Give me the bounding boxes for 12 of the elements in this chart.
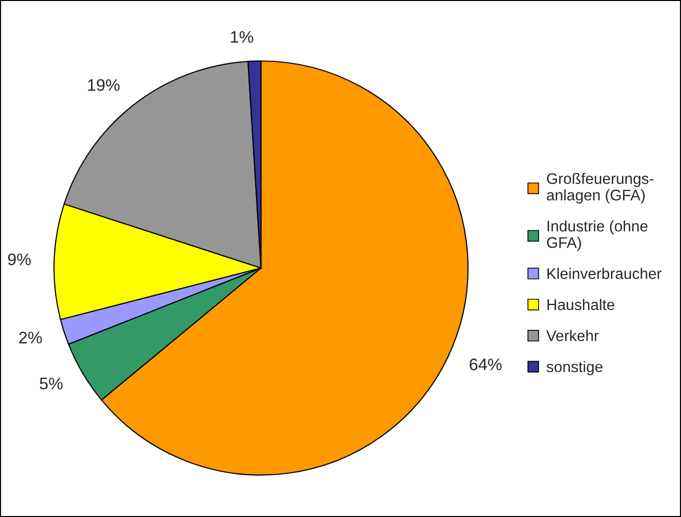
data-label: 2% [19,332,42,344]
legend-label: Haushalte [547,298,614,310]
data-label: 5% [40,378,63,390]
legend-label: Industrie (ohne GFA) [547,220,648,252]
data-label: 64% [470,358,502,370]
data-label: 1% [230,31,254,43]
legend-label: Großfeuerungs- anlagen (GFA) [546,172,654,204]
legend-label: Verkehr [546,330,599,342]
data-label: 19% [88,79,120,91]
data-label: 9% [8,253,31,266]
legend-label: sonstige [546,360,602,376]
legend-label: Kleinverbraucher [547,268,662,280]
